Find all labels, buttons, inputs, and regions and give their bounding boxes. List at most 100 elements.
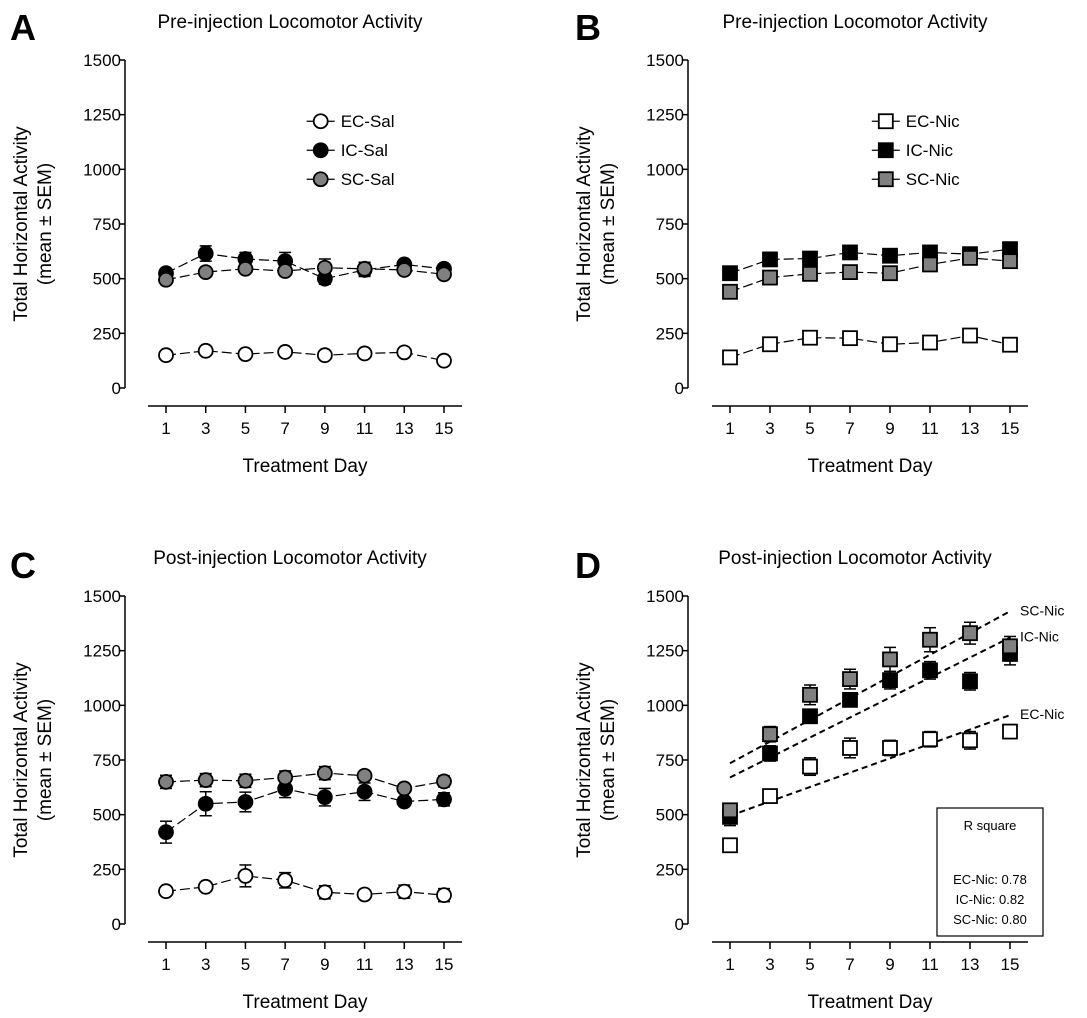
data-point (762, 726, 778, 743)
data-point (237, 346, 254, 363)
y-tick-label: 0 (675, 379, 684, 398)
x-tick-label: 1 (161, 955, 170, 974)
y-tick-label: 250 (656, 860, 684, 879)
data-point (1002, 336, 1018, 353)
x-tick-label: 13 (395, 955, 414, 974)
data-point (922, 631, 938, 648)
legend-label: IC-Nic (906, 141, 954, 160)
y-tick-label: 500 (93, 806, 121, 825)
data-point (356, 260, 373, 277)
x-tick-label: 5 (241, 955, 250, 974)
rsquare-value: SC-Nic: 0.80 (953, 912, 1027, 927)
data-point (396, 883, 413, 900)
panel-letter: C (10, 545, 36, 586)
y-axis-label-units: (mean ± SEM) (598, 699, 619, 821)
chart-title: Pre-injection Locomotor Activity (157, 12, 423, 33)
data-point (762, 251, 778, 268)
x-tick-label: 7 (280, 955, 289, 974)
legend-marker (312, 113, 329, 130)
y-tick-label: 500 (93, 270, 121, 289)
data-point (802, 708, 818, 725)
data-point (842, 691, 858, 708)
data-point (237, 772, 254, 789)
x-tick-label: 5 (241, 419, 250, 438)
rsquare-box (936, 807, 1044, 937)
x-tick-label: 1 (725, 419, 734, 438)
data-point (882, 336, 898, 353)
data-point (356, 767, 373, 784)
legend-label: IC-Sal (341, 141, 388, 160)
y-tick-label: 500 (656, 270, 684, 289)
chart-panel-d: D Post-injection Locomotor Activity 0 250 50… (574, 545, 1064, 1013)
x-tick-label: 9 (885, 419, 894, 438)
x-tick-label: 7 (845, 419, 854, 438)
data-point (277, 769, 294, 786)
data-point (922, 731, 938, 748)
data-point (722, 802, 738, 819)
y-axis-label: Total Horizontal Activity (574, 662, 595, 858)
y-tick-label: 750 (93, 751, 121, 770)
data-point (436, 773, 452, 790)
chart-title: Post-injection Locomotor Activity (718, 548, 992, 569)
x-tick-label: 9 (320, 419, 329, 438)
data-point (436, 352, 452, 369)
data-point (802, 329, 818, 346)
data-point (197, 772, 214, 789)
y-tick-label: 1000 (646, 696, 684, 715)
y-tick-label: 0 (112, 915, 121, 934)
x-axis-label: Treatment Day (808, 456, 933, 477)
data-point (277, 344, 294, 360)
x-tick-label: 3 (765, 419, 774, 438)
data-point (277, 263, 294, 279)
y-axis-label-units: (mean ± SEM) (598, 163, 619, 285)
y-axis-label-units: (mean ± SEM) (35, 163, 56, 285)
y-tick-label: 500 (656, 806, 684, 825)
data-point (722, 265, 738, 282)
data-point (962, 625, 978, 642)
data-point (158, 347, 174, 364)
x-tick-label: 11 (356, 955, 374, 974)
legend-marker (877, 142, 894, 159)
data-point (922, 662, 938, 679)
panel-letter: A (10, 7, 36, 48)
data-point (396, 780, 413, 797)
x-tick-label: 15 (1001, 955, 1020, 974)
data-point (197, 342, 214, 359)
y-tick-label: 0 (112, 379, 121, 398)
data-point (882, 247, 898, 264)
data-point (842, 671, 858, 687)
x-tick-label: 9 (885, 955, 894, 974)
x-tick-label: 7 (845, 955, 854, 974)
chart-panel-c: C Post-injection Locomotor Activity 0 250 50… (10, 545, 462, 1013)
legend-marker (312, 171, 329, 188)
data-point (1002, 253, 1018, 270)
fit-line-label: EC-Nic (1020, 706, 1064, 722)
data-point (962, 732, 978, 749)
data-point (882, 651, 898, 668)
data-point (962, 673, 978, 690)
data-point (197, 878, 214, 895)
x-tick-label: 15 (435, 419, 454, 438)
y-tick-label: 1250 (83, 642, 121, 661)
data-point (882, 265, 898, 282)
data-point (316, 765, 333, 782)
x-tick-label: 15 (1001, 419, 1020, 438)
data-point (316, 259, 333, 276)
y-tick-label: 250 (656, 324, 684, 343)
x-tick-label: 15 (435, 955, 454, 974)
legend-marker (877, 113, 894, 130)
x-tick-label: 5 (805, 955, 814, 974)
data-point (158, 271, 174, 288)
data-point (396, 262, 413, 278)
data-point (396, 793, 413, 810)
data-point (802, 250, 818, 267)
y-axis-label: Total Horizontal Activity (11, 662, 32, 858)
data-point (882, 672, 898, 689)
data-point (277, 872, 294, 889)
data-point (762, 269, 778, 286)
panel-letter: B (575, 7, 601, 48)
x-tick-label: 11 (921, 955, 939, 974)
data-point (922, 334, 938, 351)
x-tick-label: 13 (395, 419, 414, 438)
x-tick-label: 1 (725, 955, 734, 974)
